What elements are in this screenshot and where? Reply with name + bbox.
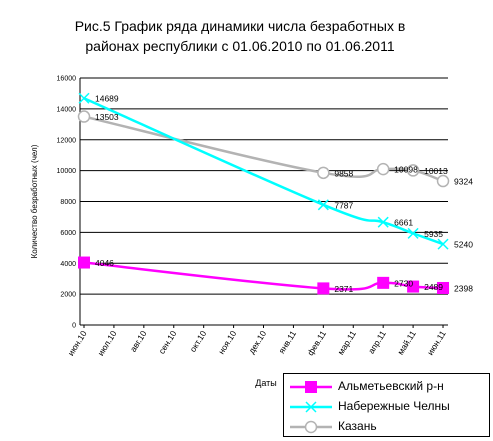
x-tick-label: фев.11 bbox=[305, 329, 328, 358]
legend-marker bbox=[304, 420, 318, 434]
data-label: 9324 bbox=[454, 177, 473, 187]
x-tick-label: июн.10 bbox=[66, 329, 89, 358]
data-point bbox=[317, 282, 330, 295]
series-2 bbox=[77, 110, 450, 188]
data-point bbox=[407, 280, 420, 293]
legend-swatch bbox=[290, 420, 332, 434]
y-axis-label: Количество безработных (чел) bbox=[30, 144, 39, 258]
data-label: 2398 bbox=[454, 283, 473, 293]
data-label: 13503 bbox=[95, 112, 119, 122]
x-tick-label: июн.11 bbox=[425, 329, 448, 357]
y-tick-label: 16000 bbox=[57, 76, 77, 83]
legend-item: Альметьевский р-н bbox=[288, 377, 488, 397]
data-point bbox=[317, 199, 329, 211]
data-label: 2730 bbox=[394, 278, 413, 288]
legend-label: Набережные Челны bbox=[338, 399, 450, 413]
data-label: 10013 bbox=[424, 166, 448, 176]
data-label: 14689 bbox=[95, 94, 119, 104]
data-label: 5935 bbox=[424, 229, 443, 239]
y-tick-label: 10000 bbox=[57, 168, 77, 175]
chart-title-line-2: районах республики с 01.06.2010 по 01.06… bbox=[85, 38, 395, 54]
x-axis-label: Даты bbox=[255, 378, 277, 388]
y-tick-label: 8000 bbox=[60, 199, 76, 206]
data-point bbox=[377, 276, 390, 289]
legend-swatch bbox=[290, 401, 332, 413]
data-label: 7787 bbox=[334, 200, 353, 210]
data-label: 2489 bbox=[424, 282, 443, 292]
legend-label: Казань bbox=[338, 419, 377, 433]
data-point bbox=[78, 256, 90, 269]
data-point bbox=[407, 227, 419, 239]
series-1 bbox=[78, 92, 449, 250]
legend-item: Казань bbox=[288, 417, 488, 437]
y-tick-label: 0 bbox=[72, 323, 76, 330]
x-tick-label: сен.10 bbox=[156, 329, 178, 356]
data-label: 10098 bbox=[394, 165, 418, 175]
x-tick-label: дек.10 bbox=[246, 329, 268, 356]
x-tick-label: апр.11 bbox=[366, 329, 388, 356]
data-label: 9858 bbox=[334, 168, 353, 178]
data-label: 2371 bbox=[334, 284, 353, 294]
y-tick-label: 4000 bbox=[60, 261, 76, 268]
legend: Альметьевский р-н Набережные Челны Казань bbox=[283, 373, 490, 437]
y-tick-label: 6000 bbox=[60, 230, 76, 237]
data-point bbox=[376, 162, 390, 176]
data-label: 6661 bbox=[394, 218, 413, 228]
data-point bbox=[437, 281, 450, 294]
y-tick-label: 2000 bbox=[60, 292, 76, 299]
legend-marker bbox=[305, 381, 317, 393]
series-line bbox=[83, 115, 444, 183]
data-label: 5240 bbox=[454, 240, 473, 250]
legend-marker bbox=[305, 401, 317, 413]
series-line bbox=[83, 97, 444, 246]
data-point bbox=[317, 166, 330, 180]
chart-title: Рис.5 График ряда динамики числа безрабо… bbox=[20, 16, 460, 56]
data-point bbox=[78, 92, 90, 104]
data-point bbox=[406, 164, 420, 177]
x-tick-label: июл.10 bbox=[95, 329, 118, 358]
chart-title-line-1: Рис.5 График ряда динамики числа безрабо… bbox=[74, 18, 406, 34]
x-tick-label: янв.11 bbox=[276, 329, 298, 356]
x-tick-label: окт.10 bbox=[188, 329, 209, 354]
legend-item: Набережные Челны bbox=[288, 397, 488, 417]
data-point bbox=[377, 216, 389, 228]
y-tick-label: 12000 bbox=[57, 137, 77, 144]
data-point bbox=[77, 110, 91, 123]
data-point bbox=[436, 174, 450, 188]
data-point bbox=[437, 238, 449, 250]
series-0 bbox=[78, 256, 450, 295]
legend-label: Альметьевский р-н bbox=[338, 379, 444, 393]
y-tick-label: 14000 bbox=[57, 106, 77, 113]
x-tick-label: авг.10 bbox=[128, 329, 149, 354]
data-label: 4046 bbox=[95, 258, 114, 268]
legend-swatch bbox=[290, 381, 332, 393]
x-tick-label: мар.11 bbox=[335, 329, 358, 357]
x-tick-label: ноя.10 bbox=[216, 329, 238, 356]
x-tick-label: май.11 bbox=[395, 329, 418, 357]
